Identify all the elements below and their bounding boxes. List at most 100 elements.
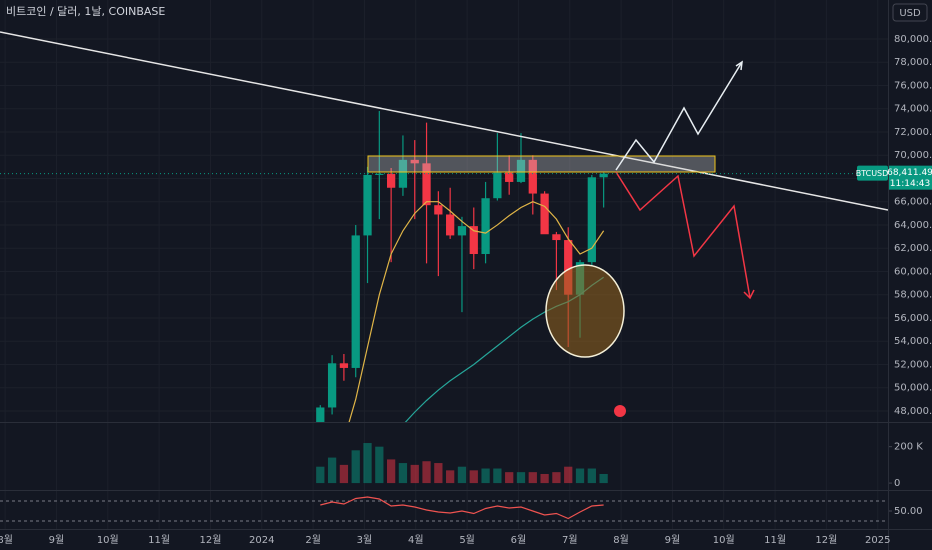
event-icon[interactable] <box>614 405 626 417</box>
candle-body <box>410 159 419 164</box>
candle-body <box>516 159 526 182</box>
candle-body <box>327 363 337 408</box>
price-tag-label: 68,411.49 <box>887 168 932 178</box>
volume-bar <box>457 466 467 484</box>
x-tick-label: 3월 <box>357 534 373 546</box>
x-tick-label: 11월 <box>764 534 786 546</box>
currency[interactable]: USD <box>899 8 921 19</box>
y-tick-label: 78,000.00 <box>894 57 932 68</box>
currency-button[interactable] <box>892 3 928 22</box>
volume-bar <box>481 468 490 484</box>
y-tick-label: 66,000.00 <box>894 197 932 208</box>
volume-bar <box>351 450 360 484</box>
x-tick-label: 8월 <box>613 534 629 546</box>
volume-tick-label: 0 <box>894 478 900 489</box>
symbol-tag-label: BTCUSD <box>856 169 889 178</box>
volume-bar <box>599 473 608 484</box>
volume-bar <box>375 446 384 484</box>
y-tick-label: 76,000.00 <box>894 80 932 91</box>
resistance-zone <box>367 155 716 173</box>
candle-body <box>505 172 514 182</box>
y-tick-label: 60,000.00 <box>894 266 932 277</box>
y-tick-label: 48,000.00 <box>894 406 932 417</box>
candle-body <box>587 177 596 263</box>
volume-bar <box>446 470 455 484</box>
candle-body <box>316 407 325 422</box>
candle-body <box>528 159 537 194</box>
x-tick-label: 7월 <box>562 534 578 546</box>
volume-tick-label: 200 K <box>894 442 923 453</box>
countdown: 11:14:43 <box>890 179 930 189</box>
x-tick-label: 9월 <box>49 534 65 546</box>
x-tick-label: 4월 <box>408 534 424 546</box>
x-tick-label: 8월 <box>0 534 13 546</box>
highlight-circle <box>545 264 625 358</box>
candle-body <box>363 174 372 236</box>
symbol-title: 비트코인 / 달러, 1날, COINBASE <box>6 5 165 18</box>
x-tick-label: 2025 <box>865 535 890 546</box>
volume-bar <box>528 472 537 484</box>
oscillator-pane: 50.00 <box>0 496 923 522</box>
candle-body <box>434 205 443 215</box>
rsi-line <box>320 496 604 520</box>
x-tick-label: 11월 <box>148 534 170 546</box>
x-tick-label: 12월 <box>199 534 221 546</box>
x-tick-label: 5월 <box>459 534 475 546</box>
volume-bar <box>493 468 502 484</box>
x-tick-label: 10월 <box>97 534 119 546</box>
candle-body <box>493 172 502 199</box>
candle-body <box>398 159 408 188</box>
candle-body <box>351 235 360 368</box>
y-tick-label: 54,000.00 <box>894 336 932 347</box>
y-tick-label: 62,000.00 <box>894 243 932 254</box>
x-tick-label: 2024 <box>249 535 274 546</box>
candle-body <box>457 226 467 236</box>
candle-body <box>339 363 349 368</box>
volume-bar <box>540 473 549 484</box>
y-tick-label: 52,000.00 <box>894 359 932 370</box>
volume-bar <box>339 464 349 484</box>
volume-bar <box>587 468 596 484</box>
candle-body <box>446 214 455 236</box>
candle-body <box>422 163 431 206</box>
volume-bar <box>575 468 585 484</box>
y-tick-label: 74,000.00 <box>894 104 932 115</box>
price-tag <box>889 165 932 190</box>
volume-bar <box>386 459 396 484</box>
volume-bar <box>505 472 514 484</box>
candle-body <box>481 198 490 255</box>
candle-body <box>375 173 384 175</box>
volume-bar <box>327 457 337 484</box>
x-tick-label: 2월 <box>305 534 321 546</box>
volume-bar <box>422 461 431 484</box>
candle-body <box>599 173 608 178</box>
y-tick-label: 72,000.00 <box>894 127 932 138</box>
volume-bar <box>564 466 573 484</box>
volume-bar <box>398 463 408 484</box>
volume-bar <box>434 463 443 484</box>
y-tick-label: 56,000.00 <box>894 313 932 324</box>
bull-scenario <box>615 61 743 171</box>
trend-line <box>0 31 888 211</box>
x-tick-label: 6월 <box>511 534 527 546</box>
annotations <box>0 31 888 417</box>
y-tick-label: 50,000.00 <box>894 383 932 394</box>
x-tick-label: 10월 <box>713 534 735 546</box>
x-tick-label: 12월 <box>815 534 837 546</box>
arrow-head <box>735 60 743 71</box>
rsi-tick-label: 50.00 <box>894 506 923 517</box>
bear-scenario <box>615 171 751 299</box>
volume-bar <box>410 464 419 484</box>
y-tick-label: 80,000.00 <box>894 34 932 45</box>
volume-bar <box>516 472 526 484</box>
symbol-tag <box>857 165 888 181</box>
x-tick-label: 9월 <box>665 534 681 546</box>
candle-body <box>469 226 478 255</box>
y-tick-label: 58,000.00 <box>894 290 932 301</box>
candle-body <box>564 240 573 295</box>
volume-bar <box>552 472 561 484</box>
grid <box>0 0 888 529</box>
candle-body <box>552 234 561 241</box>
